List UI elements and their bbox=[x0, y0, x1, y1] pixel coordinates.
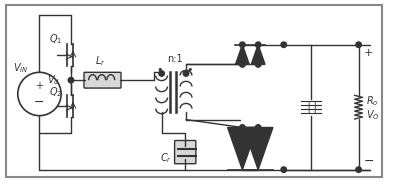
Text: $C_r$: $C_r$ bbox=[159, 151, 171, 165]
Circle shape bbox=[280, 42, 286, 47]
Circle shape bbox=[158, 71, 164, 76]
Circle shape bbox=[255, 125, 260, 130]
Text: $V_d$: $V_d$ bbox=[47, 73, 60, 87]
Text: $L_r$: $L_r$ bbox=[95, 54, 105, 68]
Circle shape bbox=[355, 167, 360, 172]
Polygon shape bbox=[251, 45, 264, 64]
Circle shape bbox=[280, 167, 286, 172]
Text: −: − bbox=[34, 96, 45, 109]
Circle shape bbox=[239, 125, 245, 130]
Text: $Q_1$: $Q_1$ bbox=[49, 32, 62, 46]
Text: $Q_2$: $Q_2$ bbox=[49, 85, 62, 99]
Circle shape bbox=[355, 42, 360, 47]
Circle shape bbox=[255, 42, 260, 47]
Polygon shape bbox=[243, 127, 272, 170]
Circle shape bbox=[183, 71, 188, 76]
Text: $V_O$: $V_O$ bbox=[365, 108, 379, 122]
Text: $V_{IN}$: $V_{IN}$ bbox=[12, 62, 28, 75]
Text: −: − bbox=[363, 154, 373, 167]
Text: n:1: n:1 bbox=[167, 54, 183, 64]
FancyBboxPatch shape bbox=[84, 72, 121, 88]
Text: •: • bbox=[156, 65, 162, 75]
Circle shape bbox=[255, 62, 260, 67]
Circle shape bbox=[239, 62, 245, 67]
Circle shape bbox=[68, 77, 73, 83]
Circle shape bbox=[239, 42, 245, 47]
Text: ⓜ: ⓜ bbox=[306, 100, 315, 114]
Polygon shape bbox=[227, 127, 257, 170]
Polygon shape bbox=[235, 45, 249, 64]
Text: +: + bbox=[363, 48, 372, 58]
FancyBboxPatch shape bbox=[174, 140, 195, 164]
Text: +: + bbox=[35, 81, 43, 91]
Text: •: • bbox=[186, 65, 192, 75]
Text: $R_o$: $R_o$ bbox=[365, 94, 377, 108]
